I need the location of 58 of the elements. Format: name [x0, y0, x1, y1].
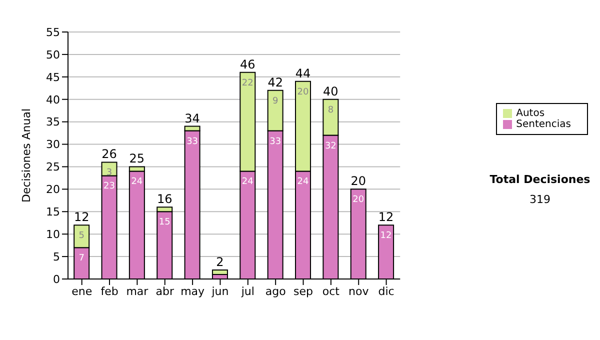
total-label: 42 — [268, 75, 283, 90]
y-tick-label: 0 — [53, 272, 60, 286]
y-tick-label: 55 — [46, 26, 60, 39]
data-label: 8 — [328, 105, 334, 116]
x-tick-label: ene — [72, 284, 92, 298]
x-tick-label: jun — [210, 284, 229, 298]
total-label: 26 — [102, 147, 117, 162]
data-label: 23 — [104, 182, 115, 192]
y-tick-label: 10 — [46, 228, 60, 241]
y-tick-label: 30 — [46, 138, 60, 152]
total-label: 25 — [129, 152, 145, 166]
x-tick-label: may — [180, 284, 206, 298]
y-axis-title: Decisiones Anual — [20, 108, 33, 203]
x-tick-label: sep — [294, 284, 314, 298]
total-label: 20 — [350, 174, 366, 188]
data-label: 33 — [186, 136, 198, 147]
x-tick-label: abr — [156, 284, 174, 298]
x-tick-label: mar — [126, 284, 149, 298]
total-label: 44 — [295, 66, 311, 80]
data-label: 12 — [380, 231, 392, 242]
y-tick-label: 45 — [46, 70, 60, 84]
text: Total Decisiones — [488, 173, 592, 186]
total-label: 46 — [240, 57, 256, 72]
y-tick-label: 40 — [46, 93, 60, 106]
total-label: 2 — [216, 255, 224, 270]
y-tick-label: 15 — [46, 206, 60, 219]
data-label: 22 — [242, 78, 254, 88]
total-label: 12 — [74, 210, 90, 224]
data-label: 20 — [297, 87, 310, 98]
y-tick-label: 20 — [46, 183, 60, 196]
y-tick-label: 35 — [46, 116, 60, 129]
data-label: 9 — [272, 96, 278, 106]
data-label: 32 — [324, 141, 336, 152]
bar — [212, 270, 228, 276]
legend-label: Sentencias — [516, 119, 571, 130]
x-tick-label: feb — [100, 284, 118, 298]
x-tick-label: nov — [348, 284, 370, 298]
legend-label: Autos — [516, 108, 545, 119]
total-label: 12 — [378, 210, 394, 224]
data-label: 24 — [131, 177, 143, 188]
total-label: 16 — [156, 192, 172, 206]
data-label: 24 — [242, 177, 254, 188]
x-tick-label: dic — [378, 284, 394, 298]
text: 319 — [528, 193, 552, 206]
data-label: 7 — [78, 254, 84, 264]
x-tick-label: ago — [265, 284, 286, 298]
y-tick-label: 25 — [46, 160, 60, 174]
y-tick-label: 50 — [46, 48, 60, 62]
total-label: 34 — [184, 111, 200, 126]
x-tick-label: oct — [322, 284, 340, 298]
total-label: 40 — [323, 84, 338, 98]
data-label: 24 — [297, 177, 310, 188]
data-label: 33 — [270, 136, 282, 147]
data-label: 20 — [352, 195, 364, 206]
data-label: 5 — [78, 231, 84, 242]
y-tick-label: 5 — [53, 250, 60, 264]
x-tick-label: jul — [240, 284, 254, 298]
data-label: 15 — [158, 218, 170, 228]
